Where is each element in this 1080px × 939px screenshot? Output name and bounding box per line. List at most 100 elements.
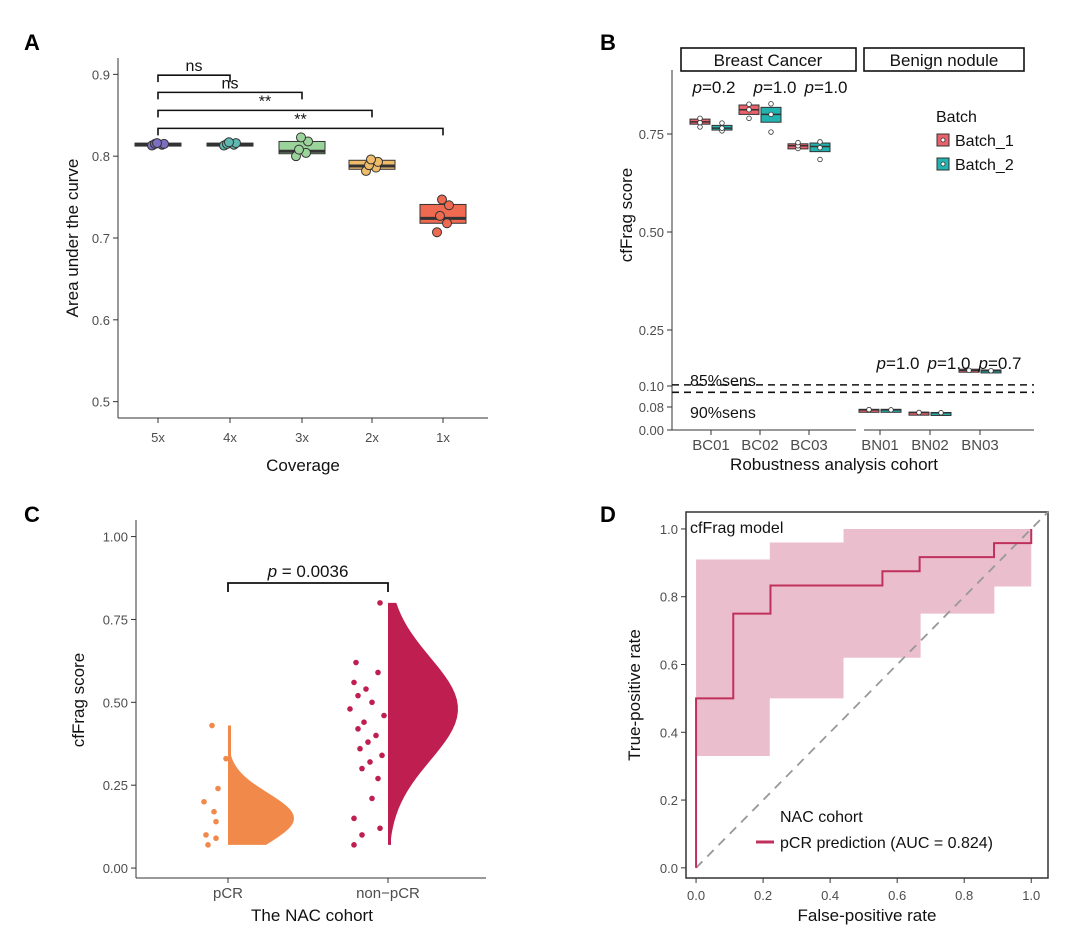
data-point (377, 600, 383, 606)
facet-label: Benign nodule (890, 51, 999, 70)
p-letter: p (752, 78, 762, 97)
data-point (351, 842, 357, 848)
p-value-label: p=1.0 (875, 354, 919, 373)
panel-label-a: A (24, 30, 40, 55)
panel-c: C 0.00 0.25 0.50 0.75 1.00 pCR non−pCR The NAC c… (24, 502, 486, 925)
data-point (353, 659, 359, 666)
data-point (294, 144, 304, 155)
x-tick-label: BN03 (961, 437, 999, 454)
data-point (152, 138, 162, 149)
y-axis-title: Area under the curve (63, 159, 82, 318)
data-point (437, 194, 447, 205)
panel-label-d: D (600, 502, 616, 527)
y-tick-label: 0.6 (92, 313, 110, 328)
facet-strip-breast-cancer (680, 47, 857, 72)
data-point (795, 139, 801, 146)
x-tick-label: BN02 (911, 437, 949, 454)
y-tick-label: 0.7 (92, 231, 110, 246)
data-point (369, 699, 375, 706)
data-point (209, 722, 215, 729)
threshold-label: 90%sens (690, 405, 756, 422)
x-tick-label: 0.6 (888, 888, 906, 903)
y-tick-label: 0.8 (660, 590, 678, 605)
panel-label-c: C (24, 502, 40, 527)
data-point (432, 227, 442, 238)
data-point (361, 719, 367, 726)
y-tick-label: 0.08 (639, 400, 664, 415)
p-value-text: =1.0 (886, 354, 920, 373)
data-point (888, 407, 894, 413)
y-tick-label: 0.75 (103, 612, 128, 627)
legend-entry: pCR prediction (AUC = 0.824) (780, 835, 993, 852)
data-point (367, 759, 373, 765)
legend-title: NAC cohort (780, 809, 863, 826)
x-tick-label: BC02 (741, 437, 779, 454)
data-point (224, 137, 234, 148)
y-tick-label: 0.00 (639, 423, 664, 438)
data-point (817, 139, 823, 145)
data-point (215, 785, 221, 792)
x-tick-label: BN01 (861, 437, 899, 454)
p-value-label: p=1.0 (926, 354, 970, 373)
p-value-text: =1.0 (763, 78, 797, 97)
legend-key-dot (940, 161, 946, 167)
y-tick-label: 0.25 (639, 323, 664, 338)
p-letter: p (875, 354, 885, 373)
data-point (213, 818, 219, 825)
p-letter: p (267, 562, 277, 581)
y-tick-label: 1.00 (103, 530, 128, 545)
data-point (768, 101, 774, 107)
x-axis-title: Robustness analysis cohort (730, 455, 938, 474)
data-point (866, 406, 872, 413)
p-value-label: p=0.7 (977, 354, 1021, 373)
y-tick-label: 0.25 (103, 778, 128, 793)
data-point (351, 679, 357, 686)
x-tick-label: non−pCR (356, 885, 420, 902)
p-value-text: =0.7 (988, 354, 1022, 373)
x-tick-label: 0.2 (754, 888, 772, 903)
data-point (746, 106, 752, 113)
legend-title: Batch (936, 109, 977, 126)
y-tick-label: 0.0 (660, 861, 678, 876)
significance-label: ** (294, 111, 306, 128)
data-point (357, 745, 363, 752)
significance-label: ns (186, 58, 203, 75)
legend-entry: Batch_1 (955, 133, 1014, 150)
p-letter: p (803, 78, 813, 97)
p-value-text: =0.2 (702, 78, 736, 97)
data-point (442, 218, 452, 229)
panel-a: A 0.5 0.6 0.7 0.8 0.9 5x 4x 3x 2x 1x Coverage Area u… (24, 30, 488, 475)
significance-bracket (227, 582, 389, 592)
data-point (379, 752, 385, 759)
data-point (205, 842, 211, 848)
p-value-text: = 0.0036 (277, 562, 348, 581)
x-tick-label: BC03 (790, 437, 828, 454)
x-tick-label: 0.4 (821, 888, 839, 903)
y-tick-label: 0.4 (660, 725, 678, 740)
x-tick-label: 4x (223, 430, 237, 445)
data-point (351, 815, 357, 822)
data-point (966, 367, 972, 374)
data-point (373, 732, 379, 739)
panel-d: D 0.0 0.2 0.4 0.6 0.8 1.0 0.0 0.2 0.4 0.6 0.8 1.0 Fal… (600, 502, 1049, 925)
y-tick-label: 0.75 (639, 127, 664, 142)
data-point (211, 808, 217, 815)
data-point (355, 692, 361, 699)
x-tick-label: pCR (213, 885, 243, 902)
legend-key-dot (940, 137, 946, 143)
data-point (916, 409, 922, 416)
x-axis-title: Coverage (266, 456, 340, 475)
data-point (817, 145, 823, 151)
data-point (359, 832, 365, 838)
x-axis-title: The NAC cohort (251, 906, 373, 925)
data-point (359, 765, 365, 772)
data-point (938, 410, 944, 416)
data-point (203, 832, 209, 838)
legend-entry: Batch_2 (955, 157, 1014, 174)
x-tick-label: 5x (151, 430, 165, 445)
x-axis-title: False-positive rate (798, 906, 937, 925)
data-point (366, 154, 376, 165)
data-point (768, 111, 774, 118)
data-point (375, 775, 381, 782)
